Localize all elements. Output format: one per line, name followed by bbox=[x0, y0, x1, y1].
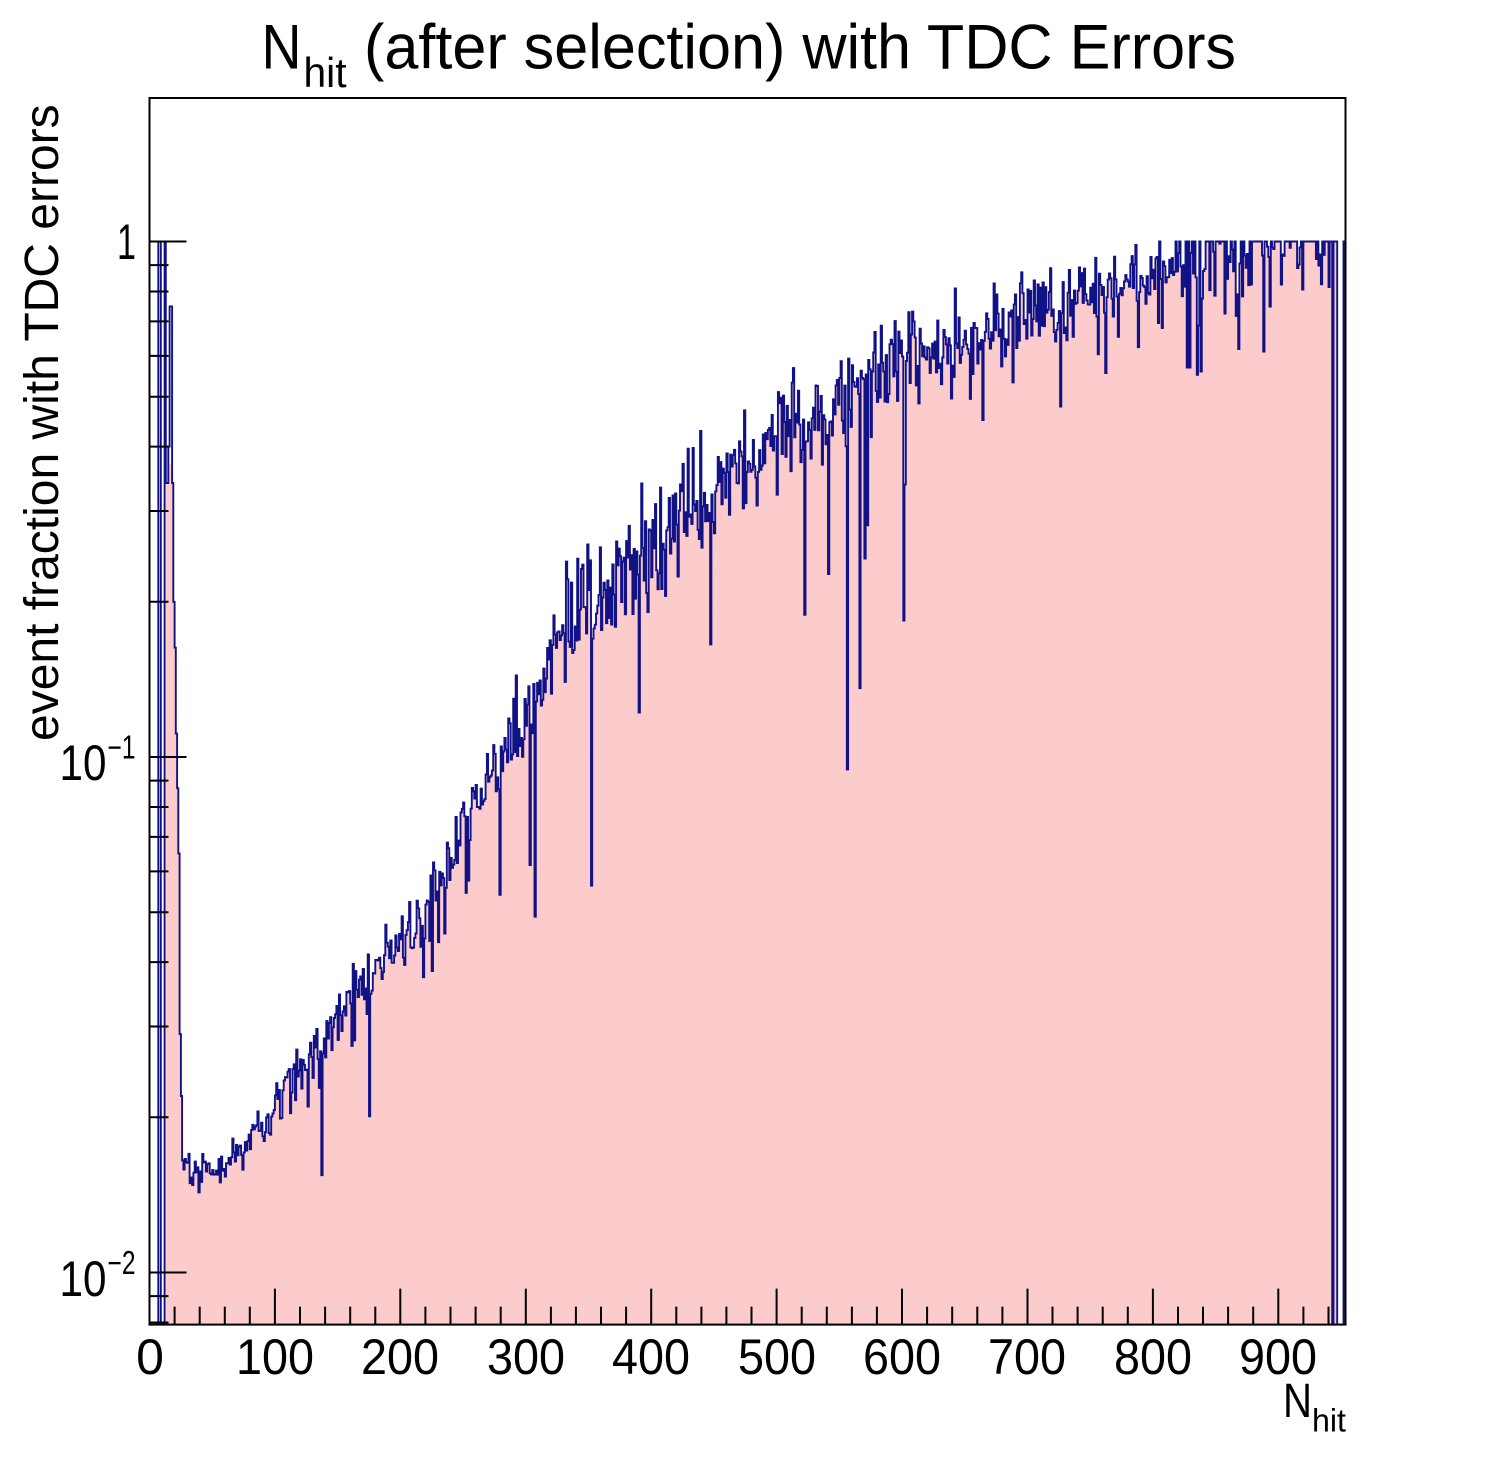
svg-text:700: 700 bbox=[988, 1329, 1066, 1385]
svg-text:1: 1 bbox=[117, 214, 136, 270]
svg-text:(after selection) with TDC Err: (after selection) with TDC Errors bbox=[364, 13, 1236, 83]
svg-text:N: N bbox=[262, 13, 302, 83]
svg-text:hit: hit bbox=[304, 49, 347, 96]
svg-text:10: 10 bbox=[60, 1251, 107, 1307]
svg-text:hit: hit bbox=[1312, 1403, 1346, 1439]
svg-text:N: N bbox=[1283, 1374, 1312, 1428]
svg-text:−2: −2 bbox=[108, 1244, 136, 1281]
svg-text:500: 500 bbox=[738, 1329, 816, 1385]
svg-text:−1: −1 bbox=[108, 728, 136, 765]
svg-text:400: 400 bbox=[612, 1329, 690, 1385]
svg-text:0: 0 bbox=[136, 1329, 164, 1385]
svg-text:event fraction with TDC errors: event fraction with TDC errors bbox=[16, 104, 69, 741]
svg-text:300: 300 bbox=[487, 1329, 565, 1385]
svg-text:200: 200 bbox=[361, 1329, 439, 1385]
svg-text:800: 800 bbox=[1114, 1329, 1192, 1385]
svg-text:900: 900 bbox=[1239, 1329, 1317, 1385]
svg-text:100: 100 bbox=[236, 1329, 314, 1385]
svg-text:600: 600 bbox=[863, 1329, 941, 1385]
svg-text:10: 10 bbox=[60, 735, 107, 791]
